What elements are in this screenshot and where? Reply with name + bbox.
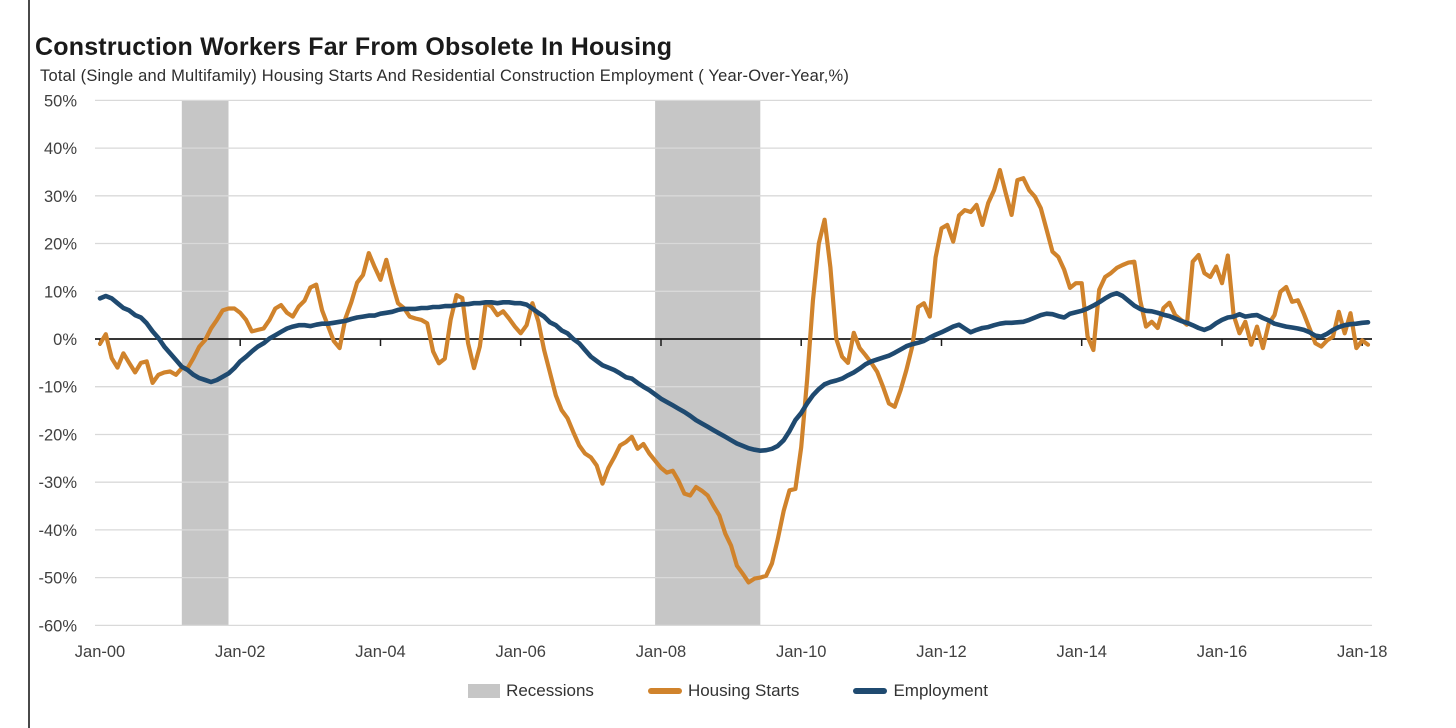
chart-title: Construction Workers Far From Obsolete I… — [35, 33, 673, 61]
x-axis-label-Jan-10: Jan-10 — [776, 643, 826, 661]
legend-item-housing-starts: Housing Starts — [647, 681, 800, 701]
x-axis-label-Jan-12: Jan-12 — [916, 643, 966, 661]
legend-label-employment: Employment — [893, 681, 988, 700]
x-axis-label-Jan-02: Jan-02 — [215, 643, 265, 661]
y-axis-label-20%: 20% — [44, 236, 77, 254]
legend-label-recessions: Recessions — [506, 681, 594, 700]
y-axis-label--10%: -10% — [38, 379, 77, 397]
recession-band-2 — [655, 100, 761, 626]
housing-starts-line-icon — [647, 688, 682, 694]
y-axis-label-50%: 50% — [44, 92, 77, 110]
y-axis-label--30%: -30% — [38, 474, 77, 492]
y-axis-label-40%: 40% — [44, 140, 77, 158]
legend-item-recessions: Recessions — [468, 681, 594, 701]
employment-series-line — [97, 290, 1371, 453]
chart-legend: Recessions Housing Starts Employment — [0, 681, 1456, 701]
recessions-band-swatch — [468, 684, 501, 698]
x-axis-label-Jan-18: Jan-18 — [1337, 643, 1387, 661]
x-axis-label-Jan-08: Jan-08 — [636, 643, 686, 661]
x-axis-label-Jan-14: Jan-14 — [1056, 643, 1106, 661]
y-axis-label--50%: -50% — [38, 570, 77, 588]
y-axis-label-10%: 10% — [44, 283, 77, 301]
y-axis-label--20%: -20% — [38, 426, 77, 444]
y-axis-label--40%: -40% — [38, 522, 77, 540]
x-axis-label-Jan-06: Jan-06 — [495, 643, 545, 661]
y-axis-label-0%: 0% — [53, 331, 77, 349]
housing-starts-series-line — [97, 167, 1371, 585]
y-axis-label-30%: 30% — [44, 188, 77, 206]
page-left-border-line — [28, 0, 30, 728]
legend-label-housing-starts: Housing Starts — [687, 681, 800, 700]
employment-line-icon — [853, 688, 888, 694]
x-axis-label-Jan-16: Jan-16 — [1197, 643, 1247, 661]
y-axis-label--60%: -60% — [38, 617, 77, 635]
x-axis-label-Jan-00: Jan-00 — [75, 643, 125, 661]
x-axis-label-Jan-04: Jan-04 — [355, 643, 405, 661]
chart-subtitle: Total (Single and Multifamily) Housing S… — [40, 67, 850, 85]
legend-item-employment: Employment — [853, 681, 988, 701]
